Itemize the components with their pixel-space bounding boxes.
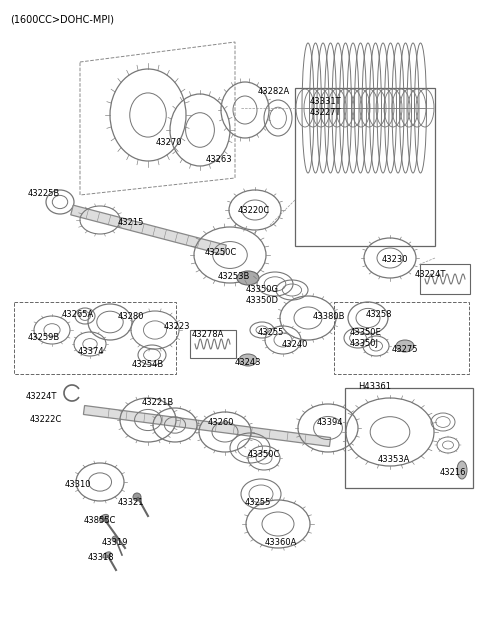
Text: 43259B: 43259B xyxy=(28,333,60,342)
Ellipse shape xyxy=(103,552,111,558)
Text: 43350D: 43350D xyxy=(246,296,279,305)
Text: (1600CC>DOHC-MPI): (1600CC>DOHC-MPI) xyxy=(10,14,114,24)
Text: 43215: 43215 xyxy=(118,218,144,227)
Text: 43225B: 43225B xyxy=(28,189,60,198)
Text: 43260: 43260 xyxy=(208,418,235,427)
Text: 43224T: 43224T xyxy=(26,392,58,401)
Text: 43280: 43280 xyxy=(118,312,144,321)
Text: 43278A: 43278A xyxy=(192,330,224,339)
Text: 43230: 43230 xyxy=(382,255,408,264)
Text: 43227T: 43227T xyxy=(310,108,341,117)
Text: 43350G: 43350G xyxy=(246,285,279,294)
Text: 43374: 43374 xyxy=(78,347,105,356)
Text: 43360A: 43360A xyxy=(265,538,298,547)
Polygon shape xyxy=(84,406,331,447)
Text: 43855C: 43855C xyxy=(84,516,116,525)
Text: 43282A: 43282A xyxy=(258,87,290,96)
Text: 43223: 43223 xyxy=(164,322,191,331)
Text: 43253B: 43253B xyxy=(218,272,251,281)
Text: 43353A: 43353A xyxy=(378,455,410,464)
Text: 43255: 43255 xyxy=(245,498,271,507)
Text: 43222C: 43222C xyxy=(30,415,62,424)
Text: 43350C: 43350C xyxy=(248,450,280,459)
Text: 43224T: 43224T xyxy=(415,270,446,279)
Text: 43394: 43394 xyxy=(317,418,344,427)
Text: 43243: 43243 xyxy=(235,358,262,367)
Text: 43240: 43240 xyxy=(282,340,308,349)
Text: 43350E: 43350E xyxy=(350,328,382,337)
Text: 43216: 43216 xyxy=(440,468,467,477)
Text: 43350J: 43350J xyxy=(350,339,379,348)
Text: 43270: 43270 xyxy=(156,138,182,147)
Circle shape xyxy=(112,536,118,542)
Bar xyxy=(14,302,176,374)
Bar xyxy=(190,330,236,358)
Text: 43255: 43255 xyxy=(258,328,284,337)
Ellipse shape xyxy=(239,354,257,366)
Text: 43318: 43318 xyxy=(88,553,115,562)
Ellipse shape xyxy=(99,514,108,522)
Ellipse shape xyxy=(457,461,467,479)
Text: 43250C: 43250C xyxy=(205,248,237,257)
Ellipse shape xyxy=(396,340,414,352)
Text: 43319: 43319 xyxy=(102,538,129,547)
Text: 43380B: 43380B xyxy=(313,312,346,321)
Text: 43258: 43258 xyxy=(366,310,393,319)
Text: 43263: 43263 xyxy=(206,155,233,164)
Bar xyxy=(334,302,469,374)
Text: 43310: 43310 xyxy=(65,480,92,489)
Text: 43220C: 43220C xyxy=(238,206,270,215)
Bar xyxy=(345,388,473,488)
Text: 43221B: 43221B xyxy=(142,398,174,407)
Bar xyxy=(295,88,435,246)
Text: 43321: 43321 xyxy=(118,498,144,507)
Text: 43331T: 43331T xyxy=(310,97,342,106)
Text: 43265A: 43265A xyxy=(62,310,94,319)
Bar xyxy=(420,264,470,294)
Text: H43361: H43361 xyxy=(358,382,391,391)
Text: 43254B: 43254B xyxy=(132,360,164,369)
Ellipse shape xyxy=(237,271,259,285)
Polygon shape xyxy=(71,205,226,255)
Text: 43275: 43275 xyxy=(392,345,419,354)
Circle shape xyxy=(133,493,141,501)
